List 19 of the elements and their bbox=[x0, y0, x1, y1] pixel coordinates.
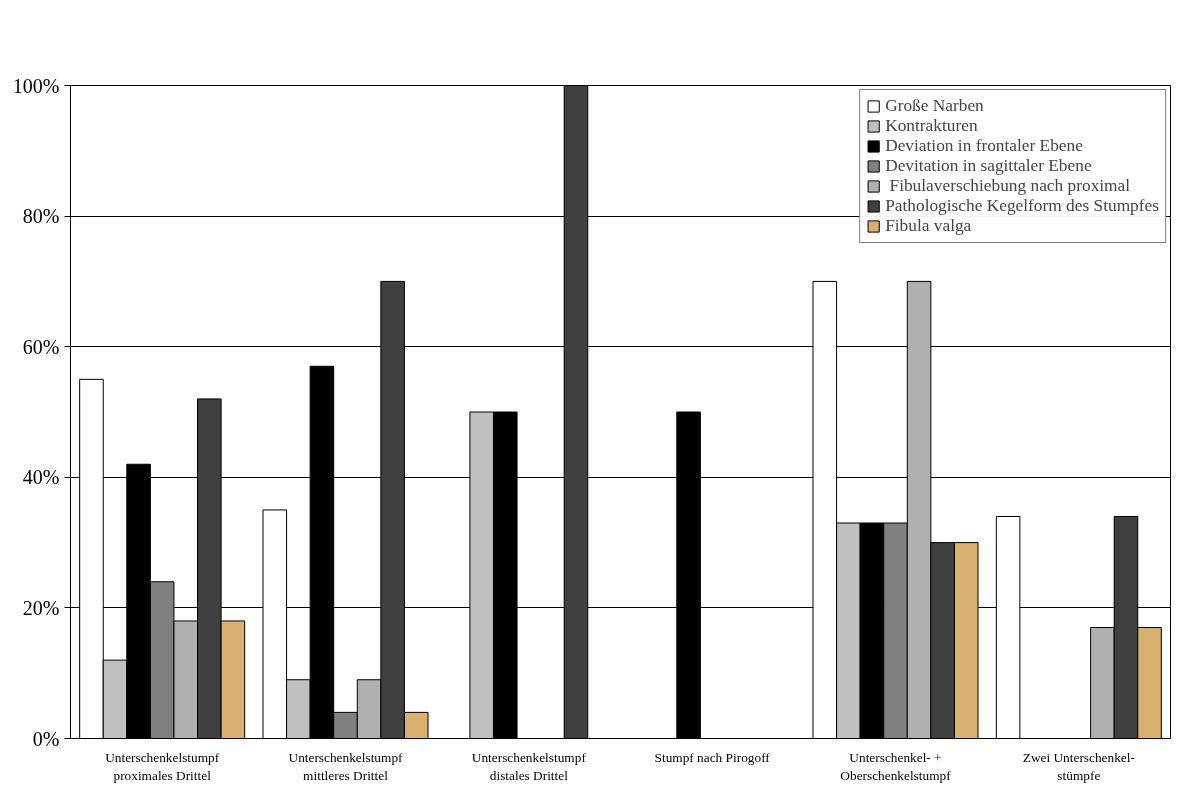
y-tick-label: 60% bbox=[22, 335, 60, 358]
y-tick-label: 40% bbox=[22, 466, 60, 489]
x-tick-label: Unterschenkel- + Oberschenkelstumpf bbox=[840, 749, 952, 783]
legend-label: Devitation in sagittaler Ebene bbox=[885, 156, 1092, 176]
y-tick-label: 20% bbox=[22, 596, 60, 619]
x-tick-label: Unterschenkelstumpf distales Drittel bbox=[471, 749, 587, 783]
x-tick-label: Zwei Unterschenkel- stümpfe bbox=[1022, 749, 1135, 783]
x-tick-label: Unterschenkelstumpf proximales Drittel bbox=[105, 749, 220, 783]
legend-label: Deviation in frontaler Ebene bbox=[885, 136, 1083, 156]
legend-label: Fibula valga bbox=[885, 216, 972, 236]
y-tick-label: 80% bbox=[22, 205, 60, 228]
legend-label: Kontrakturen bbox=[885, 116, 978, 136]
legend-label: Fibulaverschiebung nach proximal bbox=[888, 176, 1131, 196]
y-tick-label: 0% bbox=[32, 727, 60, 750]
legend-label: Große Narben bbox=[885, 96, 984, 116]
y-tick-label: 100% bbox=[12, 74, 60, 97]
legend-label: Pathologische Kegelform des Stumpfes bbox=[885, 196, 1159, 216]
x-tick-label: Stumpf nach Pirogoff bbox=[654, 749, 771, 765]
x-tick-label: Unterschenkelstumpf mittleres Drittel bbox=[288, 749, 404, 783]
